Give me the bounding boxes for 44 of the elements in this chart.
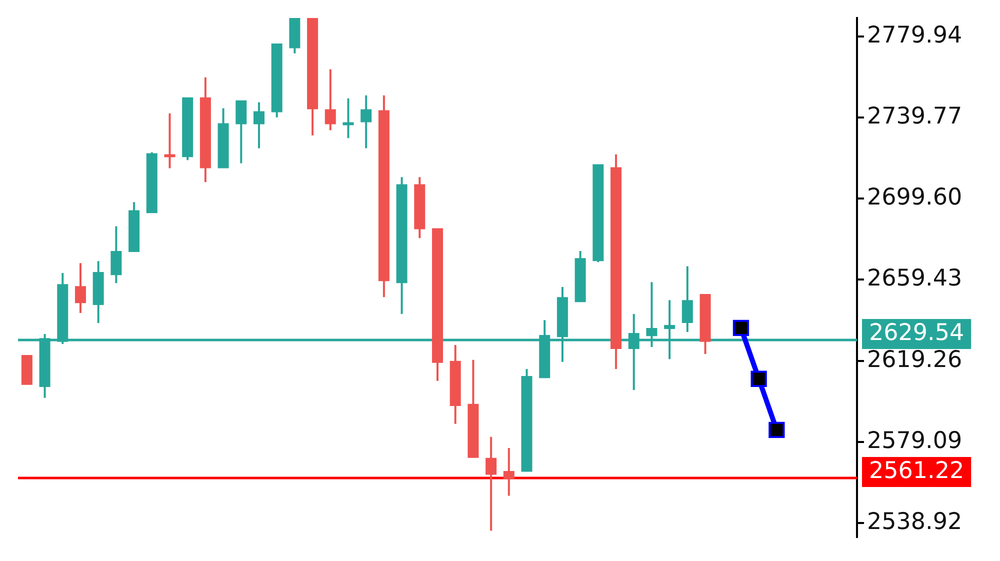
y-tick-label: 2659.43 <box>867 266 962 292</box>
candlestick <box>253 102 264 148</box>
candlestick <box>610 154 622 369</box>
candlestick <box>110 226 122 284</box>
ref-line-label: 2629.54 <box>869 320 964 346</box>
y-tick-label: 2619.26 <box>867 346 962 373</box>
candlestick <box>146 152 158 214</box>
candlestick <box>592 164 604 262</box>
candlestick <box>324 69 336 130</box>
candlestick <box>128 202 140 252</box>
candlestick <box>236 100 247 164</box>
candlestick <box>92 261 104 323</box>
y-tick-label: 2699.60 <box>867 184 962 211</box>
candlestick <box>200 77 211 182</box>
point <box>750 370 767 387</box>
y-tick-label: 2779.94 <box>867 22 962 48</box>
candlestick <box>450 344 461 424</box>
ref-line-label: 2561.22 <box>869 458 964 484</box>
point <box>768 422 785 438</box>
candlestick <box>503 448 514 496</box>
y-tick-label: 2739.77 <box>867 103 962 130</box>
candlestick <box>432 228 443 381</box>
candlestick <box>468 360 479 458</box>
candlestick <box>182 97 194 160</box>
candlestick <box>574 251 586 302</box>
candlestick <box>682 266 693 332</box>
candlestick <box>271 43 282 118</box>
candlestick <box>360 95 372 148</box>
candlestick <box>414 177 426 238</box>
point <box>732 320 750 336</box>
candlestick <box>486 436 497 531</box>
candlestick <box>378 95 390 298</box>
candlestick <box>700 294 711 354</box>
candlestick <box>164 113 176 168</box>
candlestick <box>396 177 408 314</box>
y-tick-label: 2538.92 <box>867 508 962 535</box>
candlestick <box>307 18 318 136</box>
candlestick <box>21 355 32 385</box>
candlestick <box>289 18 300 54</box>
y-tick-label: 2579.09 <box>867 428 962 454</box>
candlestick <box>74 263 86 314</box>
candlestick <box>342 98 354 138</box>
candlestick <box>218 108 229 168</box>
candlestick <box>521 368 532 472</box>
